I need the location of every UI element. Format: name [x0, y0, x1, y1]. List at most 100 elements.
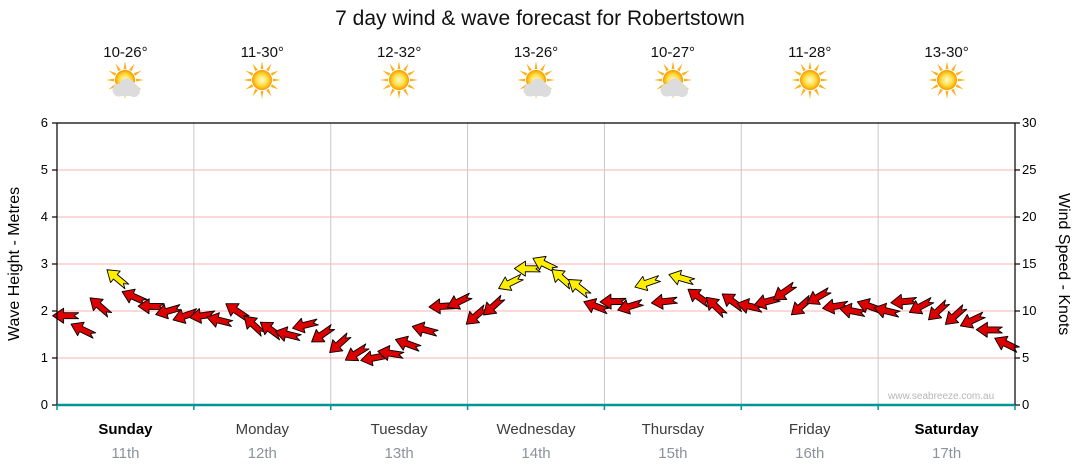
wave-height-axis-ticks: 0 1 2 3 4 5 6	[26, 115, 48, 412]
wind-arrow	[705, 296, 728, 318]
wind-arrow	[975, 321, 1003, 338]
wind-arrow	[189, 308, 217, 324]
sun-icon	[243, 61, 282, 99]
temp-range-label: 13-30°	[924, 44, 969, 61]
weather-icon-cell	[878, 61, 1015, 110]
wind-arrow	[172, 308, 200, 324]
temp-range-label: 11-30°	[240, 44, 284, 61]
wind-arrow	[292, 317, 319, 334]
day-date-label: 13th	[384, 445, 414, 462]
wind-arrow	[89, 297, 113, 318]
wind-arrow	[944, 304, 968, 325]
cloud-icon	[660, 78, 688, 97]
wind-arrow	[822, 298, 850, 315]
wave-height-tick-label: 0	[40, 397, 48, 412]
sun-icon	[790, 61, 829, 99]
temp-range-label: 11-28°	[788, 44, 832, 61]
wind-arrow	[928, 299, 951, 321]
wind-speed-tick-label: 0	[1022, 397, 1030, 412]
wind-arrow	[311, 324, 336, 343]
wind-arrow	[959, 311, 986, 329]
day-name-label: Sunday	[98, 421, 153, 438]
wave-height-tick-label: 5	[40, 162, 48, 177]
temp-range-label: 10-26°	[103, 44, 148, 61]
wind-speed-tick-label: 30	[1022, 115, 1037, 130]
wind-arrow	[225, 303, 250, 322]
wind-arrow	[634, 275, 661, 291]
cloud-icon	[112, 78, 141, 97]
wind-forecast-chart	[52, 122, 1020, 410]
day-date-label: 16th	[795, 445, 825, 462]
day-name-label: Wednesday	[496, 421, 576, 438]
wind-arrow	[583, 298, 610, 315]
weather-icon-cell	[57, 61, 194, 110]
weather-icons-row	[57, 61, 1015, 110]
day-date-label: 12th	[247, 445, 277, 462]
wind-arrow	[70, 321, 97, 339]
wave-height-tick-label: 3	[40, 256, 48, 271]
wind-speed-tick-label: 25	[1022, 162, 1037, 177]
wind-speed-axis-ticks: 0 5 10 15 20 25 30	[1022, 115, 1048, 412]
wind-arrow	[839, 302, 867, 319]
temp-range-label: 10-27°	[650, 44, 696, 61]
wind-arrow	[52, 307, 80, 324]
wind-arrow	[465, 304, 489, 325]
temperature-row: 10-26° 11-30° 12-32° 13-26° 10-27° 11-28° 13-3…	[57, 44, 1015, 61]
day-dates-row: 11th 12th 13th 14th 15th 16th 17th	[57, 445, 1015, 462]
sun-cloud-icon	[653, 61, 692, 99]
wave-height-axis-label: Wave Height - Metres	[6, 186, 23, 342]
wind-arrow	[568, 279, 592, 299]
wind-arrow	[206, 312, 234, 328]
page-title: 7 day wind & wave forecast for Robertsto…	[335, 7, 745, 30]
sun-cloud-icon	[106, 61, 145, 99]
weather-icon-cell	[604, 61, 741, 110]
day-date-label: 15th	[658, 445, 688, 462]
watermark-text: www.seabreeze.com.au	[888, 391, 995, 402]
wind-arrow	[908, 297, 935, 315]
wind-speed-tick-label: 10	[1022, 303, 1037, 318]
day-date-label: 11th	[111, 445, 140, 462]
wave-height-tick-label: 6	[40, 115, 48, 130]
wave-height-tick-label: 4	[40, 209, 48, 224]
sun-icon	[927, 61, 966, 99]
wind-arrow	[106, 269, 130, 290]
wind-arrow	[155, 303, 182, 320]
wind-arrow	[668, 269, 696, 286]
day-name-label: Thursday	[641, 421, 705, 438]
wind-arrow	[873, 302, 901, 319]
wind-arrow	[329, 332, 352, 354]
wind-speed-tick-label: 20	[1022, 209, 1037, 224]
temp-range-label: 12-32°	[376, 44, 422, 61]
weather-icon-cell	[741, 61, 878, 110]
day-date-label: 17th	[931, 445, 962, 462]
wind-arrow	[994, 335, 1020, 353]
day-name-label: Saturday	[914, 421, 979, 438]
wave-height-tick-label: 2	[40, 303, 48, 318]
day-name-label: Tuesday	[370, 421, 428, 438]
sun-cloud-icon	[517, 61, 555, 99]
day-name-label: Monday	[235, 421, 289, 438]
wind-arrow	[532, 255, 559, 273]
wind-arrow	[617, 299, 644, 315]
wind-arrow	[890, 293, 918, 310]
wind-arrow	[650, 293, 678, 310]
wind-arrow	[790, 295, 814, 316]
wind-arrow	[243, 315, 266, 337]
weather-icon-cell	[331, 61, 468, 110]
wind-arrow	[274, 326, 302, 342]
wind-arrow	[121, 288, 148, 306]
day-name-label: Friday	[788, 421, 831, 438]
wind-arrow	[446, 292, 473, 310]
wind-arrow	[411, 321, 439, 337]
wind-speed-tick-label: 5	[1022, 350, 1030, 365]
temp-range-label: 13-26°	[513, 44, 559, 61]
wind-arrow	[395, 335, 422, 352]
day-date-label: 14th	[521, 445, 551, 462]
day-names-row: Sunday Monday Tuesday Wednesday Thursday Frid…	[57, 421, 1015, 438]
wind-arrow	[137, 298, 165, 315]
weather-icon-cell	[194, 61, 331, 110]
wind-arrow	[377, 345, 405, 361]
cloud-icon	[523, 78, 551, 97]
sun-icon	[380, 61, 419, 99]
wind-speed-axis-label: Wind Speed - Knots	[1055, 192, 1072, 336]
